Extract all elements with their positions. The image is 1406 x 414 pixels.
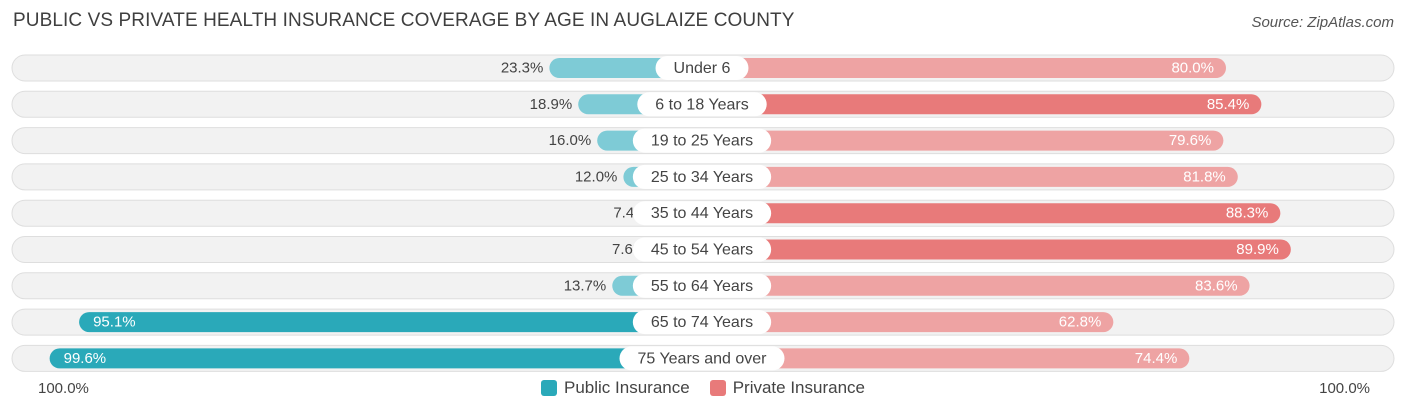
public-value-label: 99.6% <box>64 350 107 367</box>
private-value-label: 80.0% <box>1171 60 1214 77</box>
private-value-label: 81.8% <box>1183 168 1226 185</box>
legend-public-label: Public Insurance <box>564 378 690 397</box>
private-value-label: 85.4% <box>1207 96 1250 113</box>
public-bar <box>79 312 703 333</box>
category-label: 45 to 54 Years <box>651 242 753 259</box>
private-bar <box>702 166 1238 187</box>
category-pill <box>632 201 772 226</box>
private-value-label: 88.3% <box>1226 205 1269 222</box>
public-value-label: 13.7% <box>564 277 607 294</box>
chart-title: PUBLIC VS PRIVATE HEALTH INSURANCE COVER… <box>13 10 795 31</box>
public-bar <box>49 348 703 369</box>
public-value-label: 12.0% <box>575 168 618 185</box>
category-label: 35 to 44 Years <box>651 205 753 222</box>
public-value-label: 23.3% <box>501 60 544 77</box>
axis-right-label: 100.0% <box>1319 380 1370 397</box>
private-bar <box>702 312 1114 333</box>
private-value-label: 62.8% <box>1059 314 1102 331</box>
category-label: Under 6 <box>674 60 731 77</box>
public-value-label: 18.9% <box>530 96 573 113</box>
source-credit: Source: ZipAtlas.com <box>1251 14 1394 31</box>
public-swatch <box>541 380 557 396</box>
category-label: 55 to 64 Years <box>651 278 753 295</box>
private-swatch <box>709 380 726 396</box>
legend-item-public[interactable]: Public Insurance <box>541 378 690 398</box>
private-bar <box>702 275 1250 296</box>
category-label: 19 to 25 Years <box>651 133 753 150</box>
category-pill <box>632 164 772 189</box>
private-value-label: 74.4% <box>1135 350 1178 367</box>
private-value-label: 83.6% <box>1195 277 1238 294</box>
public-value-label: 16.0% <box>549 132 592 149</box>
category-label: 65 to 74 Years <box>651 314 753 331</box>
category-pill <box>655 56 749 80</box>
category-pill <box>632 273 772 298</box>
category-label: 75 Years and over <box>638 350 768 367</box>
private-bar <box>702 348 1190 369</box>
category-pill <box>637 92 767 117</box>
private-value-label: 79.6% <box>1169 132 1212 149</box>
category-pill <box>632 128 772 153</box>
legend: Public Insurance Private Insurance <box>0 378 1406 398</box>
category-pill <box>632 237 772 262</box>
legend-private-label: Private Insurance <box>732 378 865 397</box>
axis-left-label: 100.0% <box>38 380 89 397</box>
category-label: 6 to 18 Years <box>655 96 748 113</box>
category-label: 25 to 34 Years <box>651 169 753 186</box>
category-pill <box>619 346 785 371</box>
private-value-label: 89.9% <box>1236 241 1279 258</box>
private-bar <box>702 130 1224 151</box>
legend-item-private[interactable]: Private Insurance <box>709 378 865 398</box>
public-value-label: 95.1% <box>93 314 136 331</box>
private-bar <box>702 58 1226 78</box>
chart-canvas: 23.3% 80.0% Under 6 18.9% 85.4% 6 to 18 Years… <box>11 54 1395 372</box>
private-bar <box>702 239 1291 260</box>
private-bar <box>702 94 1262 115</box>
category-pill <box>632 310 772 335</box>
private-bar <box>702 203 1281 224</box>
